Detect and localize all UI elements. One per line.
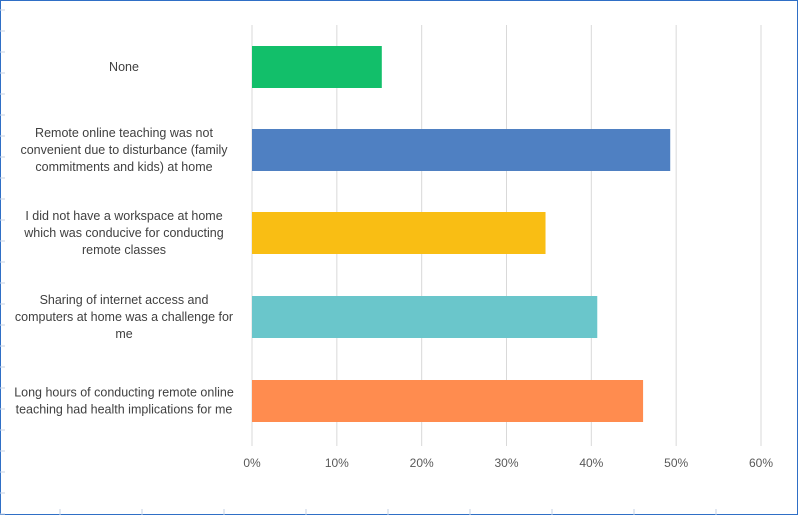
category-label: Long hours of conducting remote online	[14, 386, 234, 400]
bar	[252, 212, 546, 254]
x-tick-label: 60%	[749, 456, 773, 470]
x-tick-label: 40%	[579, 456, 603, 470]
bars	[252, 46, 671, 422]
category-label: computers at home was a challenge for	[15, 310, 233, 324]
bar	[252, 380, 644, 422]
x-tick-labels: 0% 10% 20% 30% 40% 50% 60%	[243, 456, 773, 470]
ruler-marks	[0, 9, 717, 515]
category-label: convenient due to disturbance (family	[20, 143, 228, 157]
category-label: Remote online teaching was not	[35, 126, 213, 140]
x-tick-label: 0%	[243, 456, 261, 470]
category-label: None	[109, 60, 139, 74]
bar	[252, 296, 598, 338]
category-labels: None Remote online teaching was not conven…	[14, 60, 234, 417]
bar	[252, 46, 382, 88]
category-label: I did not have a workspace at home	[25, 209, 222, 223]
x-tick-label: 10%	[325, 456, 349, 470]
category-label: Sharing of internet access and	[40, 293, 209, 307]
x-tick-label: 30%	[494, 456, 518, 470]
category-label: commitments and kids) at home	[35, 160, 212, 174]
x-tick-label: 20%	[410, 456, 434, 470]
bar	[252, 129, 671, 171]
category-label: remote classes	[82, 243, 166, 257]
category-label: me	[115, 327, 132, 341]
x-tick-label: 50%	[664, 456, 688, 470]
category-label: which was conducive for conducting	[23, 226, 223, 240]
category-label: teaching had health implications for me	[16, 403, 233, 417]
